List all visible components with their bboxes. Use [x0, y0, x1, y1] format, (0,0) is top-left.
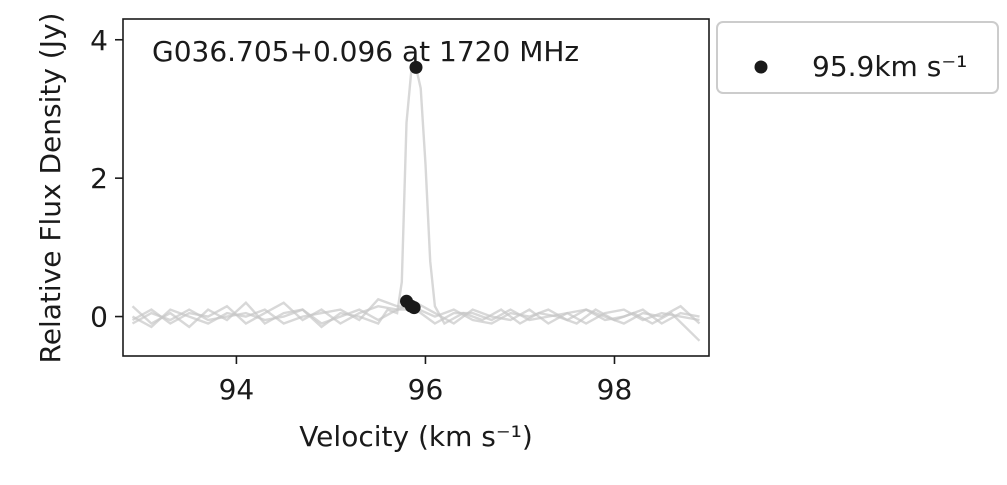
y-tick-label-0: 0: [90, 301, 108, 334]
legend-marker: [754, 60, 768, 74]
chart-title: G036.705+0.096 at 1720 MHz: [152, 35, 579, 68]
x-tick-label-94: 94: [219, 373, 255, 406]
x-axis-ticks: 94 96 98: [219, 356, 633, 406]
legend-label: 95.9km s⁻¹: [812, 50, 967, 83]
y-tick-label-2: 2: [90, 162, 108, 195]
legend-box: [716, 21, 999, 94]
x-axis-label: Velocity (km s⁻¹): [299, 420, 533, 453]
y-axis-label: Relative Flux Density (Jy): [34, 13, 67, 364]
y-tick-label-4: 4: [90, 24, 108, 57]
x-tick-label-98: 98: [597, 373, 633, 406]
spectrum-line-1: [131, 65, 701, 342]
peak-markers: [400, 60, 423, 315]
plot-frame: [122, 18, 710, 357]
x-tick-label-96: 96: [408, 373, 444, 406]
y-axis-ticks: 0 2 4: [90, 24, 123, 334]
spectra-layer: [131, 65, 701, 342]
legend: 95.9km s⁻¹: [716, 21, 999, 94]
peak-marker-4: [407, 301, 421, 315]
peak-marker-1: [409, 60, 423, 74]
